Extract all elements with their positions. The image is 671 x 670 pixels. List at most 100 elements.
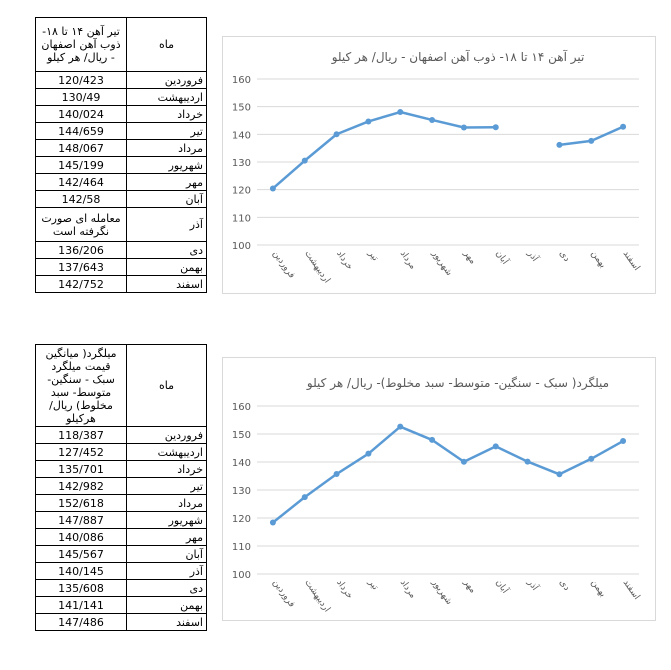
table-row: اردیبهشت 127/452 [35, 443, 207, 461]
month-cell: تیر [126, 477, 207, 495]
table-row: خرداد 135/701 [35, 460, 207, 478]
value-cell: 145/567 [35, 545, 127, 563]
month-cell: اسفند [126, 275, 207, 293]
rebar-line-chart: میلگرد( سبک - سنگین- متوسط- سبد مخلوط)- … [232, 376, 642, 614]
x-tick-label: خرداد [334, 249, 354, 272]
data-point [397, 109, 404, 116]
steel-beam-price-table: ماه تیر آهن ۱۴ تا ۱۸- ذوب آهن اصفهان - ر… [35, 17, 207, 293]
data-point [269, 519, 276, 526]
value-cell: 135/701 [35, 460, 127, 478]
data-point [524, 458, 531, 465]
table-header-value: میلگرد( میانگین قیمت میلگرد سبک - سنگین-… [35, 344, 127, 427]
data-point [429, 436, 436, 443]
table-row: آذر 140/145 [35, 562, 207, 580]
table-row: شهریور 145/199 [35, 156, 207, 174]
y-tick-label: 130 [232, 486, 251, 497]
data-point [620, 123, 627, 130]
x-tick-label: آذر [525, 247, 542, 264]
value-cell: 142/58 [35, 190, 127, 208]
month-cell: خرداد [126, 105, 207, 123]
data-point [460, 124, 467, 131]
x-tick-label: آذر [525, 576, 542, 593]
table-row: آبان 142/58 [35, 190, 207, 208]
value-cell: 120/423 [35, 71, 127, 89]
month-cell: فروردین [126, 426, 207, 444]
value-cell: 152/618 [35, 494, 127, 512]
x-tick-label: فروردین [270, 578, 296, 609]
x-tick-label: مرداد [398, 578, 418, 601]
value-cell: 140/145 [35, 562, 127, 580]
value-cell: 148/067 [35, 139, 127, 157]
data-point [620, 438, 627, 445]
table-row: مرداد 152/618 [35, 494, 207, 512]
month-cell: دی [126, 241, 207, 259]
value-cell: 135/608 [35, 579, 127, 597]
steel-beam-line-chart: تیر آهن ۱۴ تا ۱۸- ذوب آهن اصفهان - ریال/… [232, 49, 642, 285]
month-cell: اردیبهشت [126, 88, 207, 106]
table-row: آذر معامله ای صورت نگرفته است [35, 207, 207, 242]
value-cell: 140/024 [35, 105, 127, 123]
x-tick-label: اسفند [621, 249, 642, 273]
value-cell: 144/659 [35, 122, 127, 140]
rebar-chart-panel: میلگرد( سبک - سنگین- متوسط- سبد مخلوط)- … [222, 357, 656, 621]
value-cell: 136/206 [35, 241, 127, 259]
series-line [271, 110, 497, 190]
month-cell: آذر [126, 562, 207, 580]
month-cell: مهر [126, 173, 207, 191]
x-tick-label: مرداد [398, 249, 418, 272]
month-cell: دی [126, 579, 207, 597]
y-tick-label: 130 [232, 158, 251, 169]
y-tick-label: 100 [232, 570, 251, 581]
y-tick-label: 160 [232, 75, 251, 86]
value-cell: 137/643 [35, 258, 127, 276]
data-point [492, 124, 499, 131]
value-cell: معامله ای صورت نگرفته است [35, 207, 127, 242]
x-tick-label: شهریور [429, 248, 454, 278]
x-tick-label: خرداد [334, 578, 354, 601]
table-row: اسفند 142/752 [35, 275, 207, 293]
month-cell: مرداد [126, 139, 207, 157]
value-cell: 147/486 [35, 613, 127, 631]
y-tick-label: 120 [232, 514, 251, 525]
month-cell: بهمن [126, 258, 207, 276]
value-cell: 127/452 [35, 443, 127, 461]
data-point [397, 423, 404, 430]
x-tick-label: مهر [461, 577, 478, 595]
data-point [492, 443, 499, 450]
month-cell: آبان [126, 545, 207, 563]
table-header-month: ماه [126, 17, 207, 72]
x-tick-label: آبان [493, 577, 511, 596]
table-row: اردیبهشت 130/49 [35, 88, 207, 106]
x-tick-label: بهمن [589, 249, 608, 270]
x-tick-label: مهر [461, 248, 478, 266]
y-tick-label: 140 [232, 130, 251, 141]
table-row: مرداد 148/067 [35, 139, 207, 157]
data-point [269, 185, 276, 192]
month-cell: اردیبهشت [126, 443, 207, 461]
table-row: بهمن 137/643 [35, 258, 207, 276]
month-cell: مهر [126, 528, 207, 546]
x-tick-label: تیر [365, 577, 380, 592]
x-tick-label: دی [557, 578, 572, 593]
month-cell: شهریور [126, 156, 207, 174]
data-point [365, 118, 372, 125]
month-cell: آبان [126, 190, 207, 208]
y-tick-label: 110 [232, 542, 251, 553]
data-point [556, 141, 563, 148]
y-tick-label: 150 [232, 103, 251, 114]
value-cell: 140/086 [35, 528, 127, 546]
y-tick-label: 150 [232, 430, 251, 441]
value-cell: 142/464 [35, 173, 127, 191]
table-row: تیر 144/659 [35, 122, 207, 140]
value-cell: 118/387 [35, 426, 127, 444]
x-tick-label: آبان [493, 248, 511, 267]
x-tick-label: بهمن [589, 578, 608, 599]
table-row: شهریور 147/887 [35, 511, 207, 529]
table-row: اسفند 147/486 [35, 613, 207, 631]
month-cell: تیر [126, 122, 207, 140]
table-header-value: تیر آهن ۱۴ تا ۱۸- ذوب آهن اصفهان - ریال/… [35, 17, 127, 72]
table-header-month: ماه [126, 344, 207, 427]
x-tick-label: فروردین [270, 249, 296, 280]
data-point [429, 116, 436, 123]
rebar-price-table: ماه میلگرد( میانگین قیمت میلگرد سبک - سن… [35, 344, 207, 631]
